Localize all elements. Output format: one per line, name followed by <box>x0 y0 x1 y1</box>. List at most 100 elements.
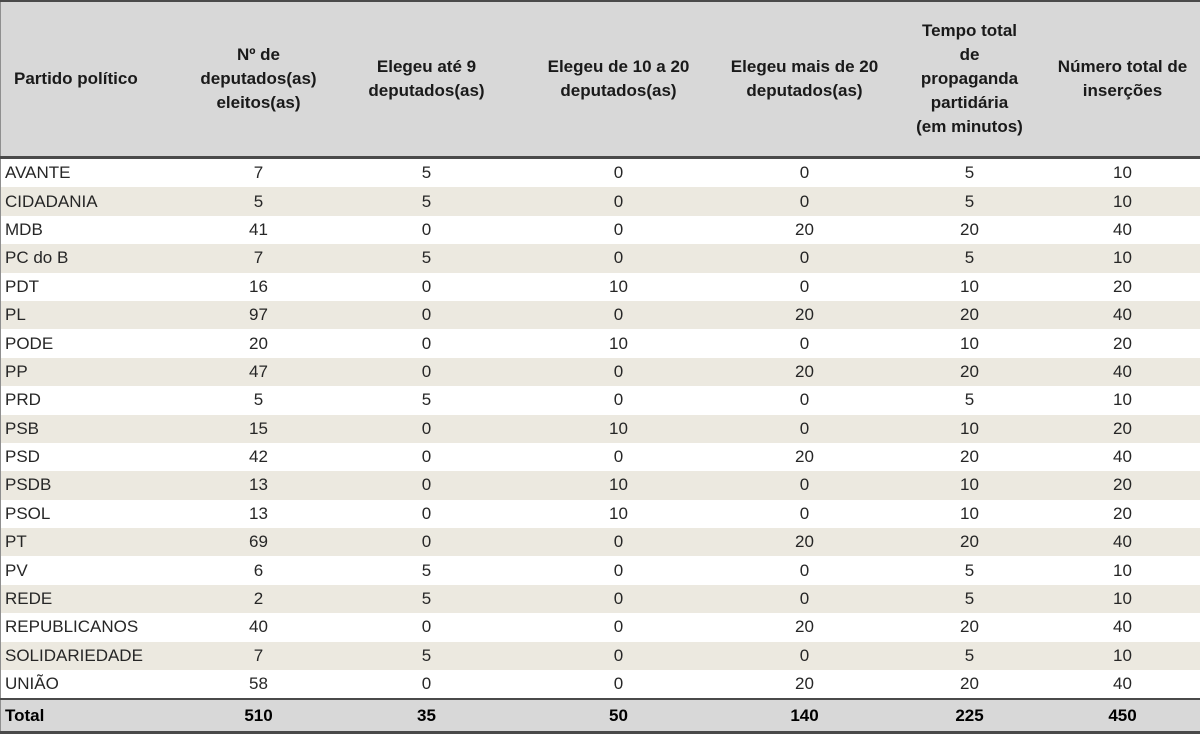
value-cell: 5 <box>421 163 432 183</box>
value-cell: 10 <box>1113 560 1132 580</box>
value-cell: 0 <box>799 333 810 353</box>
total-value-cell: 35 <box>330 698 523 735</box>
table-row: MDB 41 0 0 20 20 40 <box>0 215 1200 245</box>
party-name-cell: REPUBLICANOS <box>5 617 139 637</box>
party-name-cell: MDB <box>5 219 43 239</box>
table-row: PT 69 0 0 20 20 40 <box>0 528 1200 557</box>
value-cell: 10 <box>1113 390 1132 410</box>
value-cell: 0 <box>421 503 432 523</box>
value-cell: 20 <box>960 674 979 694</box>
party-name-cell: PRD <box>5 390 41 410</box>
value-cell: 0 <box>613 589 624 609</box>
value-cell: 0 <box>799 589 810 609</box>
value-cell: 10 <box>1113 248 1132 268</box>
table-header: Partido político Nº de deputados(as) ele… <box>0 0 1200 159</box>
party-name-cell: PDT <box>5 276 39 296</box>
table-row: PSOL 13 0 10 0 10 20 <box>0 499 1200 529</box>
value-cell: 40 <box>1113 305 1132 325</box>
table-row: PODE 20 0 10 0 10 20 <box>0 329 1200 358</box>
total-value-cell: 225 <box>894 698 1045 735</box>
value-cell: 40 <box>1113 617 1132 637</box>
value-cell: 20 <box>960 305 979 325</box>
value-cell: 41 <box>249 219 268 239</box>
value-cell: 0 <box>613 645 624 665</box>
party-name-cell: PSOL <box>5 503 51 523</box>
party-name-cell: PP <box>5 361 28 381</box>
value-cell: 0 <box>421 447 432 467</box>
value-cell: 13 <box>249 475 268 495</box>
value-cell: 7 <box>253 645 264 665</box>
value-cell: 47 <box>249 361 268 381</box>
total-value-cell: 140 <box>714 698 895 735</box>
value-cell: 0 <box>421 219 432 239</box>
column-header-deputados-eleitos: Nº de deputados(as) eleitos(as) <box>186 0 331 159</box>
value-cell: 0 <box>613 163 624 183</box>
value-cell: 7 <box>253 248 264 268</box>
value-cell: 10 <box>1113 191 1132 211</box>
value-cell: 10 <box>960 276 979 296</box>
total-value-cell: 510 <box>186 698 331 735</box>
value-cell: 20 <box>960 361 979 381</box>
value-cell: 69 <box>249 532 268 552</box>
table-body: AVANTE 7 5 0 0 5 10 CIDADANIA 5 5 0 0 5 10 MDB 41 0 0 20 20… <box>0 157 1200 700</box>
value-cell: 5 <box>964 191 975 211</box>
value-cell: 40 <box>1113 447 1132 467</box>
value-cell: 10 <box>960 418 979 438</box>
value-cell: 0 <box>613 191 624 211</box>
table-row: PP 47 0 0 20 20 40 <box>0 357 1200 387</box>
party-name-cell: PSDB <box>5 475 52 495</box>
value-cell: 5 <box>964 645 975 665</box>
party-name-cell: PV <box>5 560 28 580</box>
value-cell: 40 <box>1113 674 1132 694</box>
column-header-partido-politico: Partido político <box>0 0 187 159</box>
table-footer: Total 510 35 50 140 225 450 <box>0 698 1200 735</box>
value-cell: 0 <box>421 475 432 495</box>
value-cell: 10 <box>609 333 628 353</box>
value-cell: 20 <box>1113 475 1132 495</box>
value-cell: 0 <box>799 191 810 211</box>
value-cell: 0 <box>613 674 624 694</box>
table-row: SOLIDARIEDADE 7 5 0 0 5 10 <box>0 641 1200 671</box>
value-cell: 0 <box>421 333 432 353</box>
value-cell: 10 <box>609 418 628 438</box>
value-cell: 20 <box>960 219 979 239</box>
value-cell: 20 <box>795 532 814 552</box>
value-cell: 10 <box>960 503 979 523</box>
value-cell: 0 <box>613 248 624 268</box>
value-cell: 0 <box>799 276 810 296</box>
party-name-cell: PSD <box>5 447 40 467</box>
value-cell: 20 <box>1113 276 1132 296</box>
value-cell: 5 <box>964 248 975 268</box>
party-name-cell: PSB <box>5 418 40 438</box>
value-cell: 5 <box>421 589 432 609</box>
value-cell: 20 <box>795 617 814 637</box>
table-row: CIDADANIA 5 5 0 0 5 10 <box>0 187 1200 216</box>
value-cell: 40 <box>1113 361 1132 381</box>
value-cell: 0 <box>799 163 810 183</box>
party-name-cell: CIDADANIA <box>5 191 98 211</box>
value-cell: 0 <box>799 503 810 523</box>
value-cell: 5 <box>421 248 432 268</box>
value-cell: 20 <box>960 617 979 637</box>
value-cell: 10 <box>1113 163 1132 183</box>
value-cell: 0 <box>799 645 810 665</box>
value-cell: 10 <box>609 475 628 495</box>
value-cell: 0 <box>613 390 624 410</box>
column-header-elegeu-ate-9: Elegeu até 9 deputados(as) <box>330 0 523 159</box>
value-cell: 5 <box>964 390 975 410</box>
value-cell: 0 <box>421 418 432 438</box>
value-cell: 0 <box>613 361 624 381</box>
value-cell: 0 <box>613 447 624 467</box>
value-cell: 0 <box>799 248 810 268</box>
value-cell: 0 <box>613 305 624 325</box>
value-cell: 0 <box>613 560 624 580</box>
party-name-cell: AVANTE <box>5 163 71 183</box>
value-cell: 0 <box>421 617 432 637</box>
party-name-cell: PT <box>5 532 27 552</box>
table-row: PL 97 0 0 20 20 40 <box>0 300 1200 330</box>
value-cell: 5 <box>421 191 432 211</box>
value-cell: 10 <box>1113 645 1132 665</box>
value-cell: 20 <box>795 674 814 694</box>
